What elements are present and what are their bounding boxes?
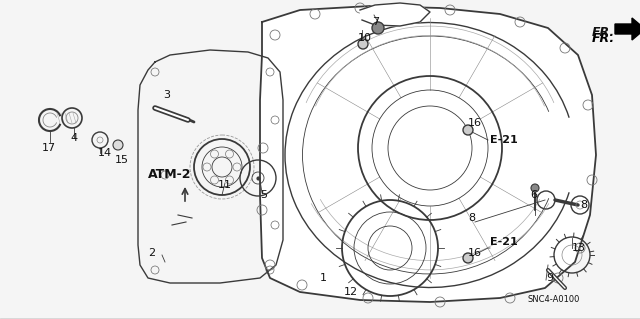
Text: 2: 2 [148, 248, 155, 258]
Text: 16: 16 [468, 118, 482, 128]
Text: 3: 3 [163, 90, 170, 100]
Polygon shape [260, 6, 596, 302]
Text: 11: 11 [218, 180, 232, 190]
Text: 16: 16 [468, 248, 482, 258]
Text: 7: 7 [372, 17, 379, 27]
Text: ATM-2: ATM-2 [148, 168, 191, 182]
Polygon shape [360, 3, 430, 26]
Text: SNC4-A0100: SNC4-A0100 [528, 295, 580, 305]
Text: 12: 12 [344, 287, 358, 297]
Text: 1: 1 [320, 273, 327, 283]
Text: 14: 14 [98, 148, 112, 158]
Circle shape [531, 184, 539, 192]
Text: 10: 10 [358, 33, 372, 43]
Text: 15: 15 [115, 155, 129, 165]
Text: 6: 6 [530, 190, 537, 200]
Text: E-21: E-21 [490, 237, 518, 247]
Circle shape [372, 22, 384, 34]
Text: 4: 4 [70, 133, 77, 143]
Circle shape [358, 39, 368, 49]
Text: 13: 13 [572, 243, 586, 253]
Text: 8: 8 [468, 213, 475, 223]
Text: 8: 8 [580, 200, 587, 210]
Text: FR.: FR. [592, 32, 615, 44]
Circle shape [463, 253, 473, 263]
Text: 17: 17 [42, 143, 56, 153]
Text: E-21: E-21 [490, 135, 518, 145]
Circle shape [113, 140, 123, 150]
Text: FR.: FR. [592, 26, 615, 39]
Text: 5: 5 [260, 190, 267, 200]
Polygon shape [615, 18, 640, 40]
Text: 9: 9 [546, 273, 553, 283]
Circle shape [463, 125, 473, 135]
